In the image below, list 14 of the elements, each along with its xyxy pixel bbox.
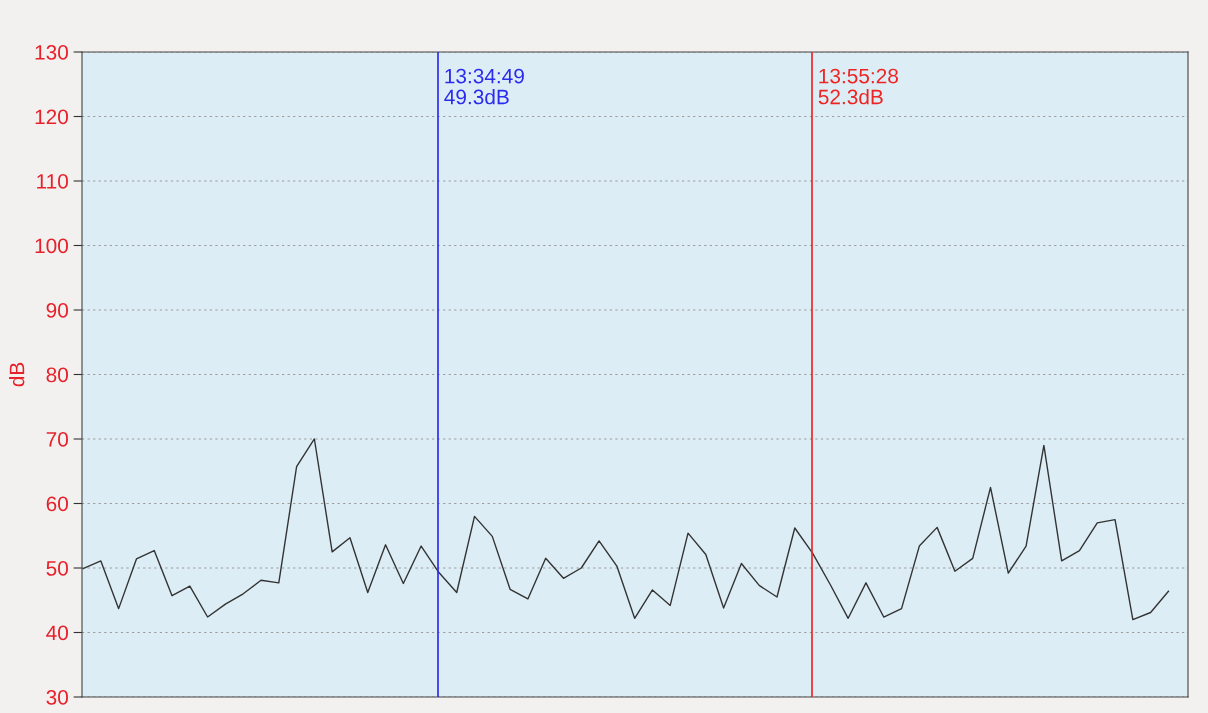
y-tick-label: 40 (46, 625, 68, 641)
y-tick-label: 50 (46, 561, 68, 576)
y-tick-label: 90 (46, 303, 68, 318)
y-tick-label: 70 (46, 432, 68, 447)
y-tick-label: 100 (35, 238, 68, 254)
annotation: 13:55:28 52.3dB (818, 68, 898, 105)
annotation: 13:34:49 49.3dB (444, 68, 524, 105)
y-axis-title: dB (9, 362, 25, 387)
y-tick-label: 110 (37, 174, 68, 189)
y-tick-label: 120 (35, 109, 68, 125)
y-tick-label: 130 (35, 45, 68, 60)
y-tick-label: 30 (46, 690, 68, 705)
y-tick-label: 80 (46, 367, 68, 383)
y-tick-label: 60 (46, 496, 68, 512)
